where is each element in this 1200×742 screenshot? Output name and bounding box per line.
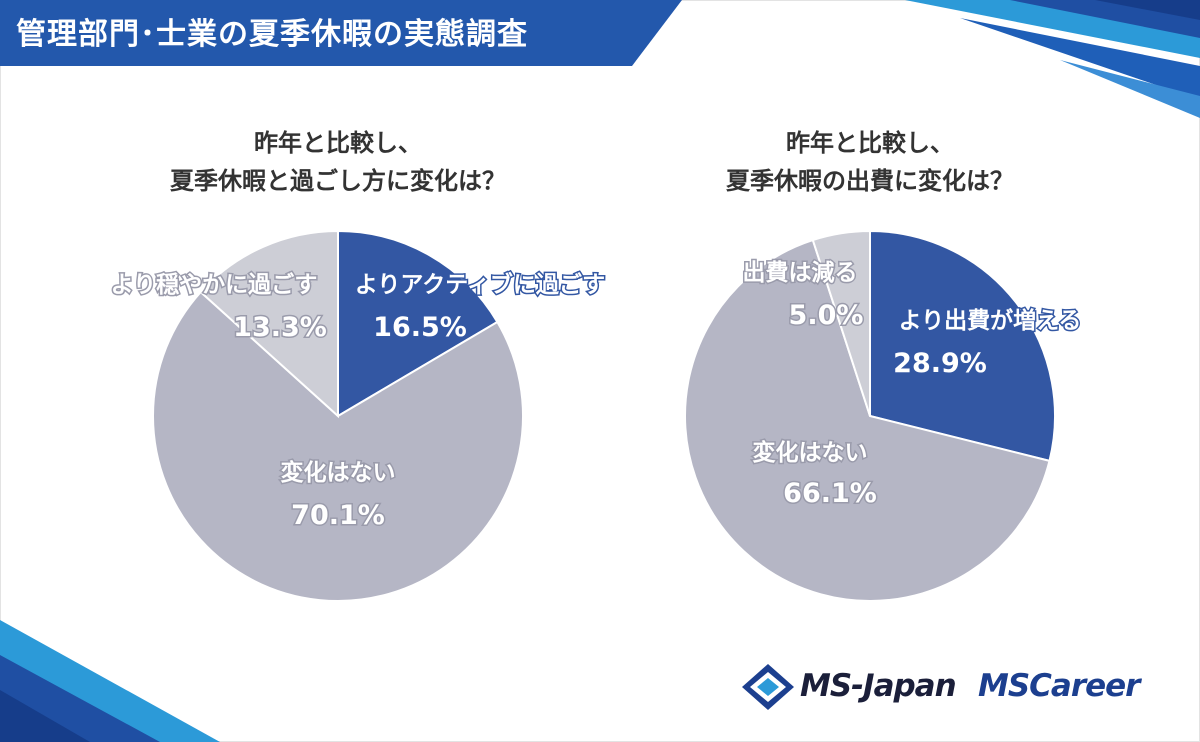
chart1-question-line2: 夏季休暇と過ごし方に変化は？ — [170, 167, 506, 195]
chart1-question-line1: 昨年と比較し、 — [254, 129, 422, 157]
pie1-slice-1-label: よりアクティブに過ごす — [355, 271, 605, 298]
chart1-question: 昨年と比較し、 夏季休暇と過ごし方に変化は？ — [98, 124, 578, 200]
pie1-slice-2 — [152, 290, 524, 602]
chart2-question-line2: 夏季休暇の出費に変化は？ — [726, 167, 1014, 195]
corner-stripe-top-4 — [960, 18, 1200, 100]
pie2-slice-1-value: 28.9% — [893, 348, 987, 379]
pie2-slice-2 — [684, 238, 1051, 602]
corner-stripe-top-5 — [1060, 60, 1200, 118]
pie2-slice-2-value: 66.1% — [783, 478, 877, 509]
pie1-slice-2-label: 変化はない — [281, 459, 396, 486]
pie1-slice-3-label: より穏やかに過ごす — [111, 271, 318, 298]
pie2-slice-3-value: 5.0% — [789, 300, 864, 331]
pie2-slice-3 — [811, 229, 871, 417]
ms-japan-logo-text: MS-Japan — [800, 668, 957, 704]
corner-stripe-bottom-3 — [0, 690, 90, 742]
corner-stripe-top-3 — [1095, 0, 1200, 20]
pie-chart-2: より出費が増える 28.9% 変化はない 66.1% 出費は減る 5.0% — [684, 229, 1083, 602]
page-title: 管理部門･士業の夏季休暇の実態調査 — [16, 17, 528, 52]
pie2-slice-1-label: より出費が増える — [899, 307, 1082, 334]
pie2-slice-2-label: 変化はない — [753, 439, 868, 466]
chart2-question-line1: 昨年と比較し、 — [786, 129, 954, 157]
pie2-slice-1 — [869, 229, 1056, 463]
pie1-slice-1 — [337, 229, 499, 418]
title-banner — [0, 0, 682, 66]
ms-japan-logo-icon — [742, 664, 794, 710]
pie1-slice-3 — [199, 229, 339, 419]
pie1-slice-1-value: 16.5% — [373, 312, 467, 343]
pie2-slice-3-label: 出費は減る — [743, 260, 858, 286]
pie1-slice-2-value: 70.1% — [291, 500, 385, 531]
pie1-slice-3-value: 13.3% — [233, 312, 327, 343]
pie-chart-1: よりアクティブに過ごす 16.5% 変化はない 70.1% より穏やかに過ごす 13.3% — [109, 229, 607, 602]
ms-career-logo: MSCareer — [978, 668, 1140, 704]
chart2-question: 昨年と比較し、 夏季休暇の出費に変化は？ — [630, 124, 1110, 200]
